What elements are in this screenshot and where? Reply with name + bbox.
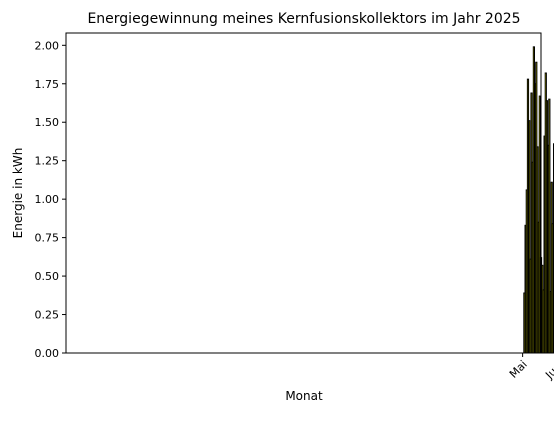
x-tick-label: Mai — [507, 358, 530, 381]
y-tick-label: 2.00 — [35, 39, 60, 52]
x-axis-label: Monat — [285, 389, 323, 403]
y-axis-label: Energie in kWh — [11, 148, 25, 239]
y-tick-label: 1.75 — [35, 78, 60, 91]
y-tick-label: 0.75 — [35, 232, 60, 245]
y-tick-label: 0.00 — [35, 347, 60, 360]
chart-title: Energiegewinnung meines Kernfusionskolle… — [87, 11, 520, 27]
plot-frame — [66, 33, 541, 353]
y-tick-label: 1.25 — [35, 155, 60, 168]
y-tick-label: 0.50 — [35, 270, 60, 283]
y-tick-label: 1.00 — [35, 193, 60, 206]
y-tick-label: 0.25 — [35, 309, 60, 322]
y-axis: 0.00 0.25 0.50 0.75 1.00 1.25 1.50 1.75 2.00 — [35, 39, 67, 360]
x-tick-label: Juni — [542, 358, 554, 382]
y-tick-label: 1.50 — [35, 116, 60, 129]
bars-group — [524, 47, 554, 353]
x-axis: Mai Juni — [507, 353, 554, 382]
